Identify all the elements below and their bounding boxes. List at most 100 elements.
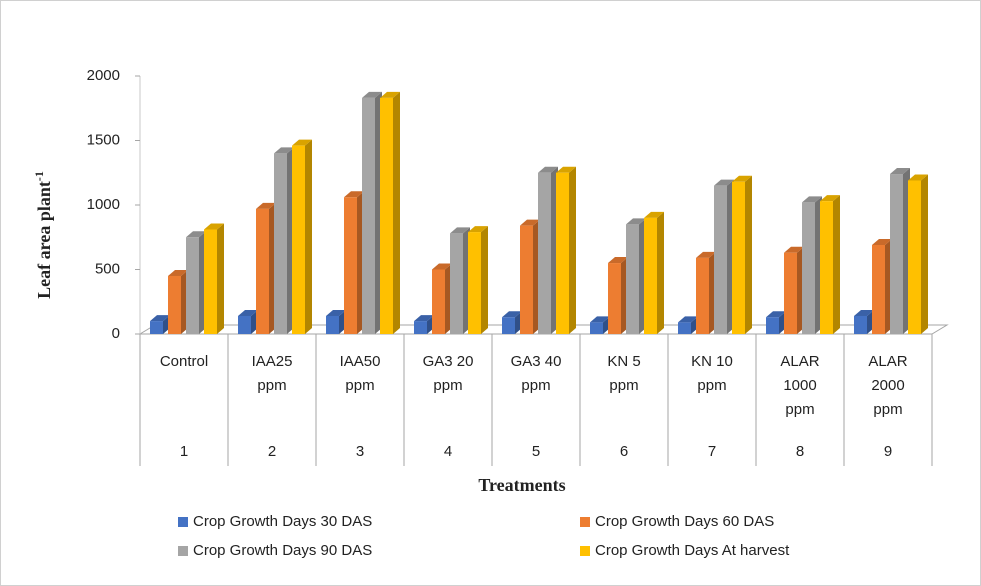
- bar: [890, 168, 910, 334]
- x-group-label: 5: [532, 443, 540, 460]
- x-tick-label: GA3 40: [511, 353, 562, 370]
- bar-front: [150, 321, 163, 334]
- bar: [204, 223, 224, 334]
- bar-front: [520, 225, 533, 334]
- bar-front: [732, 181, 745, 334]
- bar-top: [556, 166, 576, 173]
- x-group-label: 1: [180, 443, 188, 460]
- y-tick-label: 1000: [87, 196, 120, 213]
- bar-front: [432, 269, 445, 334]
- bar: [362, 91, 382, 335]
- bar-top: [890, 168, 910, 175]
- bar-top: [168, 269, 188, 276]
- x-tick-label: ppm: [345, 377, 374, 394]
- bar-front: [802, 202, 815, 334]
- x-tick-label: IAA25: [252, 353, 293, 370]
- bar-top: [678, 316, 698, 323]
- bar-top: [256, 202, 276, 209]
- x-group-label: 6: [620, 443, 628, 460]
- bar-front: [696, 257, 709, 334]
- bar-front: [168, 275, 181, 334]
- bar-front: [292, 145, 305, 334]
- bar-top: [502, 311, 522, 318]
- bar-top: [204, 223, 224, 230]
- legend-swatch: [178, 546, 188, 556]
- bar-top: [362, 91, 382, 98]
- bar-top: [872, 238, 892, 245]
- bar-top: [802, 196, 822, 203]
- bar-front: [380, 97, 393, 335]
- bar-side: [569, 166, 576, 334]
- bar-side: [833, 195, 840, 334]
- x-tick-label: ppm: [873, 401, 902, 418]
- bar-front: [238, 315, 251, 334]
- bar-front: [890, 174, 903, 334]
- bar-top: [468, 226, 488, 233]
- bar-front: [450, 233, 463, 334]
- bar-top: [590, 316, 610, 323]
- legend-label: Crop Growth Days 30 DAS: [193, 513, 372, 530]
- bar-front: [344, 197, 357, 334]
- bar-top: [238, 309, 258, 316]
- x-tick-label: ppm: [257, 377, 286, 394]
- bar: [538, 166, 558, 334]
- bar-front: [186, 237, 199, 334]
- bar-top: [414, 315, 434, 322]
- x-tick-label: KN 5: [607, 353, 640, 370]
- bar-top: [450, 227, 470, 234]
- bar: [714, 179, 734, 334]
- bar: [802, 196, 822, 334]
- bar-top: [520, 219, 540, 226]
- y-tick-label: 1500: [87, 131, 120, 148]
- bar-front: [820, 201, 833, 334]
- bar: [292, 139, 312, 334]
- bar-top: [766, 311, 786, 318]
- bar-side: [657, 211, 664, 334]
- bar-front: [766, 317, 779, 334]
- bar-top: [538, 166, 558, 173]
- bar: [608, 257, 628, 334]
- bar-top: [908, 174, 928, 181]
- bar: [696, 251, 716, 334]
- x-tick-label: IAA50: [340, 353, 381, 370]
- legend-swatch: [178, 517, 188, 527]
- bar-top: [820, 195, 840, 202]
- bar-front: [362, 97, 375, 335]
- x-group-label: 7: [708, 443, 716, 460]
- bar-top: [344, 191, 364, 198]
- bar-side: [393, 91, 400, 335]
- x-tick-label: 2000: [871, 377, 904, 394]
- bar-front: [590, 322, 603, 334]
- x-group-label: 2: [268, 443, 276, 460]
- legend-label: Crop Growth Days 60 DAS: [595, 513, 774, 530]
- bar-side: [217, 223, 224, 334]
- bar: [520, 219, 540, 334]
- bar-top: [714, 179, 734, 186]
- bar: [326, 309, 346, 334]
- bar-front: [326, 315, 339, 334]
- bar-front: [414, 321, 427, 334]
- bar: [274, 147, 294, 334]
- bar-top: [608, 257, 628, 264]
- bar-top: [150, 315, 170, 322]
- bar-front: [784, 252, 797, 334]
- bar-front: [256, 208, 269, 334]
- bar-top: [326, 309, 346, 316]
- bar-front: [626, 224, 639, 334]
- x-tick-label: ppm: [609, 377, 638, 394]
- bar-front: [274, 153, 287, 334]
- y-tick-label: 500: [95, 260, 120, 277]
- bar: [820, 195, 840, 334]
- bar-side: [745, 175, 752, 334]
- y-axis-label: Leaf area plant-1: [32, 171, 54, 299]
- x-tick-label: KN 10: [691, 353, 733, 370]
- bar-top: [186, 231, 206, 238]
- bar: [256, 202, 276, 334]
- bar-top: [380, 91, 400, 98]
- x-group-label: 3: [356, 443, 364, 460]
- y-tick-label: 0: [112, 325, 120, 342]
- bar-front: [678, 322, 691, 334]
- bar-side: [921, 174, 928, 334]
- legend-label: Crop Growth Days 90 DAS: [193, 542, 372, 559]
- x-tick-label: Control: [160, 353, 208, 370]
